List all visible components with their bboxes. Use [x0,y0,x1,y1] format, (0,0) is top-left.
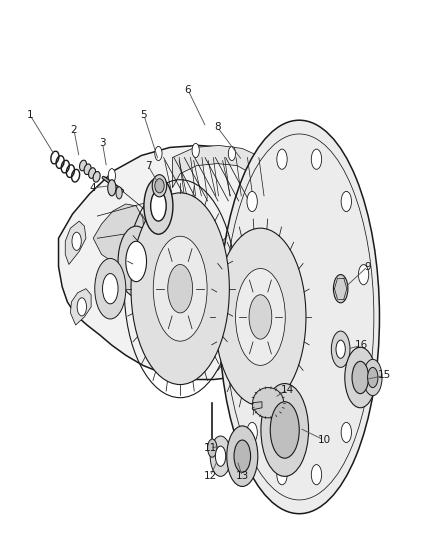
Text: 3: 3 [99,139,106,148]
Circle shape [341,191,352,212]
Ellipse shape [253,387,284,418]
Text: 7: 7 [145,160,152,171]
Text: 11: 11 [204,443,217,453]
Circle shape [228,147,236,160]
Ellipse shape [236,269,285,366]
Text: 12: 12 [204,471,217,481]
Ellipse shape [155,179,164,193]
Ellipse shape [210,436,231,477]
Ellipse shape [151,191,166,221]
Circle shape [108,168,116,183]
Circle shape [311,465,321,485]
Circle shape [277,149,287,169]
Ellipse shape [249,295,272,339]
Polygon shape [93,204,144,264]
Ellipse shape [102,273,118,304]
Ellipse shape [367,367,378,387]
Text: 4: 4 [90,183,96,193]
Ellipse shape [270,402,299,458]
Polygon shape [253,402,262,410]
Circle shape [108,180,116,196]
Text: 9: 9 [364,262,371,271]
Ellipse shape [215,228,306,406]
Circle shape [77,298,86,316]
Circle shape [247,422,257,442]
Text: 8: 8 [214,122,221,132]
Ellipse shape [144,177,173,234]
Polygon shape [59,146,304,379]
Ellipse shape [153,236,207,341]
Ellipse shape [234,440,251,472]
Ellipse shape [118,226,154,297]
Circle shape [230,349,240,369]
Text: 1: 1 [27,110,33,120]
Text: 14: 14 [281,385,294,394]
Circle shape [192,143,199,158]
Ellipse shape [336,340,345,358]
Ellipse shape [227,426,258,487]
Ellipse shape [261,384,308,477]
Polygon shape [173,146,279,216]
Circle shape [358,349,369,369]
Circle shape [341,422,352,442]
Circle shape [358,264,369,285]
Ellipse shape [331,331,350,367]
Ellipse shape [215,446,226,466]
Circle shape [277,465,287,485]
Circle shape [208,439,217,457]
Polygon shape [65,221,86,264]
Ellipse shape [219,120,379,514]
Ellipse shape [131,193,230,384]
Ellipse shape [352,361,369,394]
Ellipse shape [345,347,376,408]
Polygon shape [71,289,91,325]
Text: 5: 5 [141,110,147,120]
Ellipse shape [152,175,167,197]
Ellipse shape [364,359,382,395]
Ellipse shape [168,264,193,313]
Text: 16: 16 [355,340,368,350]
Ellipse shape [80,160,87,171]
Ellipse shape [93,172,100,182]
Circle shape [72,232,81,251]
Circle shape [311,149,321,169]
Ellipse shape [88,168,95,179]
Ellipse shape [126,241,147,281]
Text: 13: 13 [236,471,249,481]
Circle shape [247,191,257,212]
Circle shape [230,264,240,285]
Circle shape [155,147,162,160]
Ellipse shape [84,164,91,175]
Ellipse shape [95,259,126,319]
Text: 15: 15 [378,370,391,381]
Circle shape [333,274,348,303]
Text: 10: 10 [318,435,331,445]
Text: 6: 6 [185,85,191,95]
Text: 2: 2 [71,125,78,135]
Circle shape [116,187,122,199]
